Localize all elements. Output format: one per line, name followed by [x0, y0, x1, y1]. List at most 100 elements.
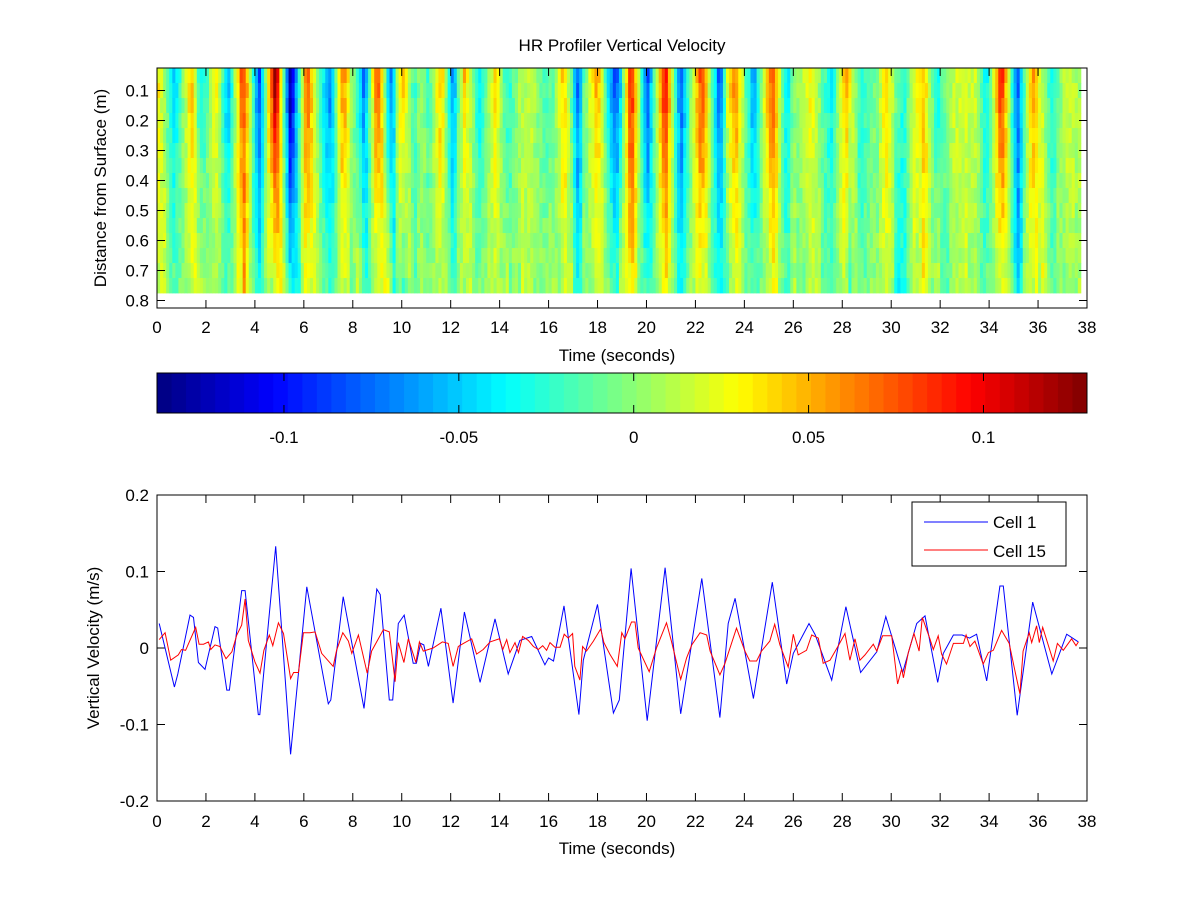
heatmap-cell — [808, 83, 813, 99]
heatmap-cell — [328, 233, 332, 249]
heatmap-cell — [894, 218, 898, 234]
heatmap-cell — [420, 188, 424, 204]
heatmap-cell — [692, 173, 696, 189]
heatmap-cell — [612, 278, 617, 294]
heatmap-cell — [646, 248, 650, 264]
heatmap-cell — [594, 233, 598, 249]
line-x-tick-label: 36 — [1029, 812, 1048, 831]
heatmap-cell — [897, 113, 901, 129]
heatmap-cell — [646, 98, 650, 114]
legend[interactable]: Cell 1 Cell 15 — [911, 501, 1067, 567]
heatmap-cell — [615, 68, 620, 84]
colorbar-bin — [287, 373, 303, 413]
heatmap-cell — [196, 68, 201, 84]
heatmap-cell — [762, 173, 767, 189]
heatmap-cell — [756, 218, 761, 234]
heatmap-cell — [652, 188, 657, 204]
heatmap-cell — [851, 173, 855, 189]
heatmap-cell — [631, 173, 635, 189]
heatmap-cell — [196, 98, 201, 114]
heatmap-cell — [940, 218, 944, 234]
heatmap-cell — [970, 113, 975, 129]
heatmap-cell — [383, 278, 387, 294]
heatmap-cell — [949, 263, 953, 279]
heatmap-cell — [1016, 113, 1021, 129]
heatmap-cell — [212, 218, 216, 234]
heatmap-cell — [872, 218, 877, 234]
heatmap-cell — [530, 248, 534, 264]
heatmap-cell — [502, 263, 507, 279]
heatmap-cell — [459, 248, 464, 264]
heatmap-cell — [787, 203, 791, 219]
heatmap-cell — [178, 233, 182, 249]
heatmap-cell — [472, 83, 476, 99]
heatmap-cell — [799, 143, 803, 159]
heatmap-cell — [242, 68, 247, 84]
heatmap-cell — [209, 98, 213, 114]
heatmap-cell — [383, 248, 387, 264]
heatmap-cell — [221, 203, 225, 219]
heatmap-cell — [1025, 188, 1030, 204]
heatmap-cell — [612, 68, 617, 84]
heatmap-cell — [157, 188, 161, 204]
heatmap-cell — [218, 173, 222, 189]
heatmap-cell — [524, 113, 528, 129]
heatmap-cell — [450, 113, 455, 129]
heatmap-cell — [622, 98, 626, 114]
heatmap-cell — [937, 218, 941, 234]
heatmap-cell — [967, 68, 972, 84]
heatmap-cell — [508, 203, 513, 219]
heatmap-cell — [888, 188, 892, 204]
heatmap-cell — [536, 173, 540, 189]
heatmap-cell — [756, 98, 761, 114]
heatmap-cell — [762, 98, 767, 114]
heatmap-cell — [478, 278, 482, 294]
heatmap-cell — [1059, 113, 1063, 129]
heatmap-cell — [459, 263, 464, 279]
heatmap-cell — [282, 233, 286, 249]
heatmap-cell — [297, 113, 302, 129]
heatmap-cell — [566, 218, 571, 234]
colorbar-bin — [578, 373, 594, 413]
heatmap-cell — [267, 263, 271, 279]
heatmap-cell — [759, 218, 764, 234]
heatmap-cell — [661, 278, 666, 294]
heatmap-cell — [502, 248, 507, 264]
heatmap-cell — [251, 143, 256, 159]
heatmap-cell — [830, 248, 834, 264]
heatmap-cell — [316, 218, 320, 234]
heatmap-cell — [202, 248, 207, 264]
heatmap-cell — [438, 263, 442, 279]
heatmap-cell — [227, 188, 231, 204]
heatmap-cell — [903, 203, 907, 219]
heatmap-cell — [952, 128, 956, 144]
heatmap-cell — [313, 218, 317, 234]
heatmap-cell — [591, 188, 595, 204]
heatmap-cell — [386, 143, 390, 159]
heatmap-cell — [517, 218, 522, 234]
heatmap-cell — [190, 188, 195, 204]
heatmap-cell — [805, 173, 810, 189]
heatmap-cell — [245, 158, 250, 174]
heatmap-cell — [499, 68, 504, 84]
heatmap-cell — [508, 263, 513, 279]
heatmap-cell — [331, 98, 335, 114]
heatmap-cell — [1034, 278, 1039, 294]
heatmap-cell — [499, 218, 504, 234]
heatmap-cell — [891, 233, 895, 249]
heatmap-cell — [505, 158, 510, 174]
heatmap-cell — [891, 188, 895, 204]
heatmap-cell — [802, 218, 806, 234]
heatmap-cell — [839, 278, 843, 294]
heatmap-cell — [368, 98, 372, 114]
heatmap-cell — [787, 83, 791, 99]
heatmap-cell — [426, 158, 430, 174]
heatmap-cell — [790, 83, 794, 99]
heatmap-cell — [655, 188, 660, 204]
heatmap-cell — [927, 158, 932, 174]
heatmap-cell — [325, 113, 329, 129]
heatmap-cell — [955, 158, 959, 174]
heatmap-cell — [1007, 173, 1011, 189]
heatmap-cell — [866, 98, 871, 114]
